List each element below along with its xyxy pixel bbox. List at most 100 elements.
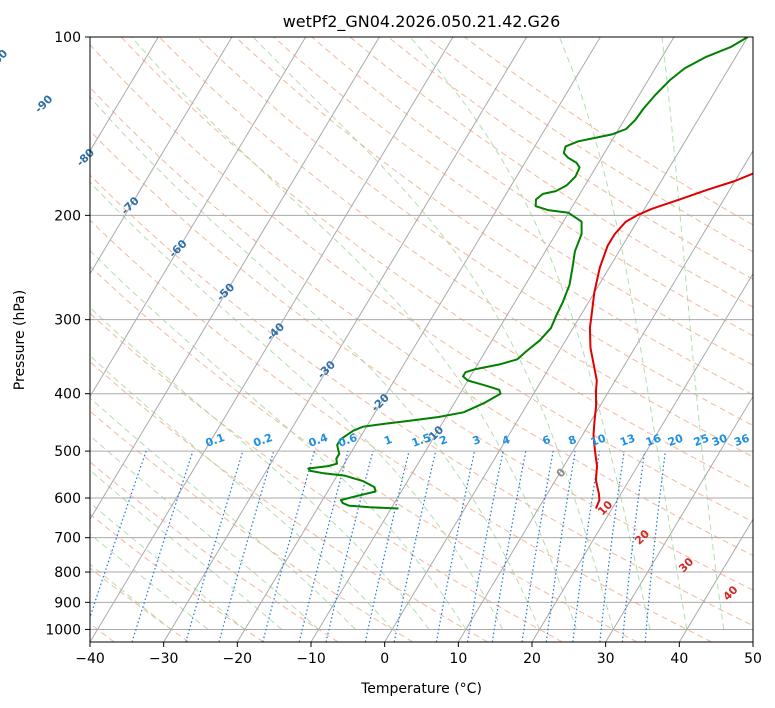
y-tick-label: 600 [54,491,81,507]
dry-adiabat-line [158,37,753,458]
mixing-ratio-line [131,450,194,642]
isotherm-line [90,37,307,398]
x-tick-label: −40 [75,651,105,667]
mixing-ratio-line [521,450,554,642]
dry-adiabat-line [90,410,414,642]
y-tick-label: 900 [54,595,81,611]
isotherm-label: -100 [0,47,11,76]
isotherm-line [0,37,11,642]
mixing-ratio-label: 8 [567,433,579,448]
mixing-ratio-line [185,450,244,642]
temperature-profile-line [588,172,753,509]
x-tick-label: −20 [223,651,253,667]
y-tick-label: 200 [54,208,81,224]
dry-adiabat-line [273,37,753,366]
isotherm-line [90,37,233,275]
moist-adiabat-line [90,469,283,630]
plot-frame [89,36,754,643]
dry-adiabat-line [90,513,264,642]
mixing-ratio-label: 16 [644,432,663,450]
mixing-ratio-line [298,450,349,642]
mixing-ratio-label: 10 [589,432,608,450]
isotherm-line [163,37,528,642]
mixing-ratio-label: 1.5 [410,431,433,450]
mixing-ratio-label: 3 [471,433,483,448]
mixing-ratio-line [262,450,315,642]
background-lines [0,37,753,642]
x-tick-label: 40 [670,651,688,667]
isotherm-label: -90 [32,92,55,115]
moist-adiabat-line [409,37,651,630]
x-tick-label: 20 [523,651,541,667]
mixing-ratio-label: 2 [438,433,450,448]
moist-adiabat-line [131,37,577,630]
moist-adiabat-line [90,181,504,630]
mixing-ratio-line [435,450,476,642]
y-tick-label: 400 [54,387,81,403]
isotherm-line [90,37,454,642]
mixing-ratio-label: 36 [732,432,751,450]
plot-background [90,37,753,642]
y-tick-label: 500 [54,444,81,460]
mixing-ratio-label: 0.1 [204,431,227,450]
isotherm-line [531,272,753,642]
mixing-ratio-line [572,451,601,642]
mixing-ratio-label: 20 [666,432,685,450]
mixing-ratio-label: 30 [710,432,729,450]
y-axis-label: Pressure (hPa) [12,290,28,390]
y-tick-label: 1000 [45,622,81,638]
isotherm-line [605,395,753,642]
dry-adiabat-line [235,37,753,396]
mixing-ratio-label: 13 [618,432,637,449]
mixing-ratio-line [218,450,275,642]
x-tick-label: −30 [149,651,179,667]
dry-adiabat-line [90,174,753,627]
isotherm-line [752,641,753,642]
moist-adiabat-line [252,37,614,630]
dewpoint-profile-line [307,37,749,510]
y-tick-label: 300 [54,313,81,329]
moist-adiabat-line [558,37,688,630]
y-tick-label: 800 [54,565,81,581]
mixing-ratio-line [325,450,374,642]
y-tick-label: 100 [54,30,81,46]
mixing-ratio-line [393,450,437,642]
y-axis: 100 200 300 400 500 600 700 800 900 1000 [45,30,90,638]
mixing-ratio-line [466,450,504,642]
mixing-ratio-line [90,450,147,620]
moist-adiabat-line [90,434,319,630]
x-tick-label: 0 [380,651,389,667]
dry-adiabat-line [311,37,753,337]
moist-adiabat-line [90,249,467,630]
dry-adiabat-line [90,86,753,557]
x-tick-label: 10 [449,651,467,667]
mixing-ratio-label: 25 [692,432,711,449]
mixing-ratio-line [545,451,576,642]
moist-adiabat-line [90,397,356,630]
isotherm-line [236,37,601,642]
dry-adiabat-line [90,44,753,523]
isotherm-line [384,37,749,642]
dry-adiabat-line [90,219,712,642]
moist-adiabat-line [90,355,393,630]
moist-adiabat-line [90,306,430,630]
isotherm-line [90,37,159,152]
mixing-ratio-label: 6 [541,433,553,448]
mixing-ratio-line [599,451,625,642]
isotherm-line [678,518,753,642]
y-tick-label: 700 [54,531,81,547]
mixing-ratio-label: 0.4 [307,431,330,450]
series-layer [307,37,753,510]
dry-adiabat-line [349,37,753,308]
x-tick-label: 50 [744,651,762,667]
x-tick-label: 30 [597,651,615,667]
isotherm-line [310,37,675,642]
dry-adiabat-line [90,265,638,642]
x-axis: −40 −30 −20 −10 0 10 20 30 40 50 [75,642,762,667]
dry-adiabat-line [90,360,488,642]
mixing-ratio-line [491,450,527,642]
isotherm-line [90,37,380,521]
dry-adiabat-line [90,130,753,591]
dry-adiabat-line [120,37,753,490]
